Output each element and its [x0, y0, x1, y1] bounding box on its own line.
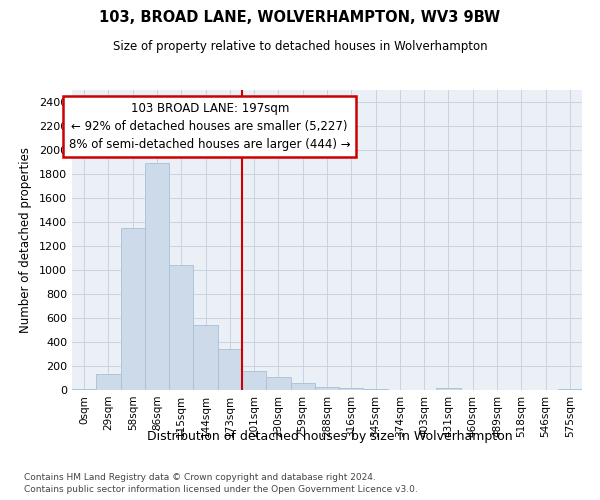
Bar [72, 389, 96, 390]
Bar [218, 349, 242, 390]
Bar [339, 388, 364, 390]
Y-axis label: Number of detached properties: Number of detached properties [19, 147, 32, 333]
Bar [315, 386, 339, 390]
Text: Size of property relative to detached houses in Wolverhampton: Size of property relative to detached ho… [113, 40, 487, 53]
Bar [169, 264, 193, 390]
Bar [242, 371, 266, 390]
Bar [121, 228, 145, 390]
Text: Contains public sector information licensed under the Open Government Licence v3: Contains public sector information licen… [24, 485, 418, 494]
Text: Contains HM Land Registry data © Crown copyright and database right 2024.: Contains HM Land Registry data © Crown c… [24, 472, 376, 482]
Bar [290, 383, 315, 390]
Text: 103 BROAD LANE: 197sqm
← 92% of detached houses are smaller (5,227)
8% of semi-d: 103 BROAD LANE: 197sqm ← 92% of detached… [69, 102, 350, 151]
Bar [266, 377, 290, 390]
Text: 103, BROAD LANE, WOLVERHAMPTON, WV3 9BW: 103, BROAD LANE, WOLVERHAMPTON, WV3 9BW [100, 10, 500, 25]
Bar [145, 163, 169, 390]
Bar [436, 388, 461, 390]
Bar [96, 374, 121, 390]
Bar [193, 324, 218, 390]
Text: Distribution of detached houses by size in Wolverhampton: Distribution of detached houses by size … [147, 430, 513, 443]
